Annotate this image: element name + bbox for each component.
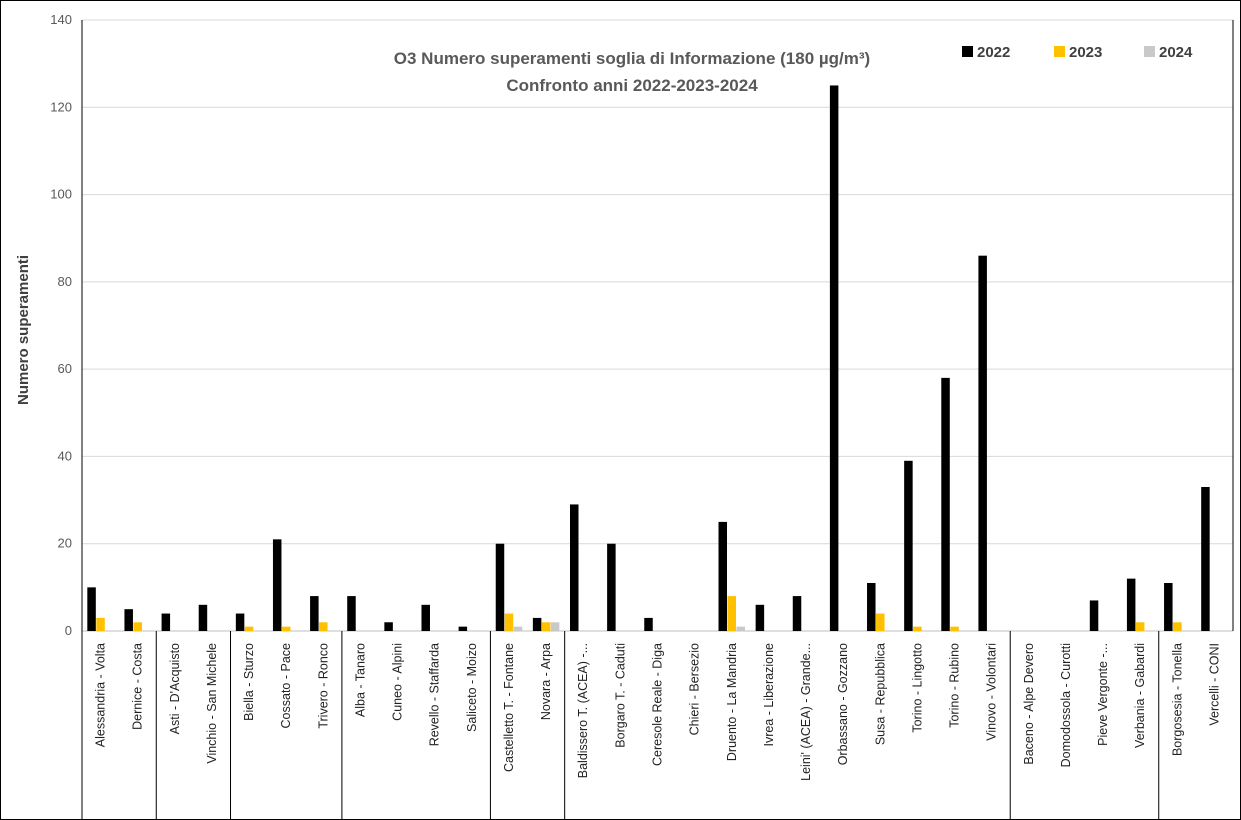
bar-2024-12	[513, 626, 523, 631]
legend-label-2024: 2024	[1159, 44, 1193, 61]
category-label: Domodossola - Curotti	[1059, 643, 1073, 767]
bar-2023-23	[913, 626, 922, 631]
y-tick-label: 80	[58, 274, 72, 289]
category-label: Susa - Repubblica	[873, 643, 887, 745]
bar-2022-30	[1164, 582, 1173, 631]
bar-2022-28	[1089, 600, 1099, 631]
bar-2022-14	[569, 504, 579, 631]
bar-2022-13	[532, 617, 542, 631]
category-label: Borgaro T. - Caduti	[613, 643, 627, 748]
legend: 2022 2023 2024	[962, 44, 1193, 61]
bar-2022-25	[978, 255, 987, 631]
category-label: Baldissero T. (ACEA) -...	[576, 643, 590, 778]
bar-2022-18	[718, 521, 728, 631]
category-label: Revello - Staffarda	[428, 643, 442, 746]
bar-2023-22	[876, 613, 885, 631]
bar-2022-3	[161, 613, 171, 631]
category-label: Dernice - Costa	[131, 643, 145, 730]
bar-2022-1	[87, 587, 96, 631]
bar-2022-6	[272, 539, 282, 631]
bar-2022-7	[310, 596, 319, 631]
category-label: Novara - Arpa	[539, 643, 553, 720]
category-label: Cuneo - Alpini	[391, 643, 405, 721]
y-tick-label: 100	[50, 187, 72, 202]
category-label: Asti - D'Acquisto	[168, 643, 182, 734]
legend-label-2022: 2022	[977, 44, 1010, 61]
bar-2022-9	[384, 622, 393, 631]
bar-2022-29	[1126, 578, 1136, 631]
category-label: Leini' (ACEA) - Grande...	[799, 643, 813, 781]
category-label: Pieve Vergonte -...	[1096, 643, 1110, 746]
bar-2022-31	[1201, 486, 1210, 631]
y-tick-label: 60	[58, 361, 72, 376]
bar-2022-4	[198, 604, 208, 631]
y-tick-label: 120	[50, 99, 72, 114]
bar-2022-16	[644, 617, 653, 631]
category-label: Torino - Rubino	[948, 643, 962, 728]
x-axis-categories: Alessandria - Volta Dernice - Costa Asti -…	[94, 631, 1221, 819]
bar-2022-15	[607, 543, 616, 631]
bar-2022-21	[829, 85, 839, 631]
chart-title: O3 Numero superamenti soglia di Informaz…	[394, 49, 870, 68]
bar-2022-12	[495, 543, 505, 631]
bar-2022-23	[904, 460, 913, 631]
y-tick-label: 40	[58, 448, 72, 463]
category-label: Borgosesia - Tonella	[1170, 643, 1184, 756]
legend-swatch-2024	[1144, 46, 1155, 57]
legend-swatch-2023	[1054, 46, 1065, 57]
bar-2023-13	[541, 622, 551, 631]
y-axis-ticks: 0 20 40 60 80 100 120 140	[50, 12, 72, 638]
bar-2022-8	[347, 596, 356, 631]
chart-subtitle: Confronto anni 2022-2023-2024	[506, 76, 758, 95]
bar-2022-24	[941, 377, 950, 631]
bar-2024-13	[550, 622, 560, 631]
bar-2022-5	[235, 613, 245, 631]
bar-2022-11	[458, 626, 468, 631]
bar-2023-6	[281, 626, 291, 631]
category-label: Biella - Sturzo	[242, 643, 256, 721]
category-label: Vinovo - Volontari	[985, 643, 999, 741]
y-axis-title: Numero superamenti	[15, 255, 32, 405]
bar-2023-29	[1135, 622, 1145, 631]
bar-2022-22	[867, 582, 876, 631]
category-label: Ivrea - Liberazione	[762, 643, 776, 747]
category-label: Vinchio - San Michele	[205, 643, 219, 764]
category-label: Chieri - Bersezio	[688, 643, 702, 735]
bar-2023-5	[244, 626, 254, 631]
y-tick-label: 0	[65, 623, 72, 638]
category-label: Cossato - Pace	[279, 643, 293, 729]
bar-2022-10	[421, 604, 430, 631]
y-tick-label: 140	[50, 12, 72, 27]
legend-label-2023: 2023	[1069, 44, 1102, 61]
category-label: Trivero - Ronco	[316, 643, 330, 729]
bar-2023-12	[504, 613, 514, 631]
y-tick-label: 20	[58, 536, 72, 551]
category-label: Castelletto T. - Fontane	[502, 643, 516, 772]
bar-2022-19	[755, 604, 765, 631]
category-label: Alba - Tanaro	[353, 643, 367, 717]
category-label: Saliceto - Moizo	[465, 643, 479, 732]
category-label: Orbassano - Gozzano	[836, 643, 850, 765]
category-label: Alessandria - Volta	[94, 643, 108, 747]
category-label: Vercelli - CONI	[1207, 643, 1221, 726]
bars	[87, 85, 1210, 631]
bar-2023-24	[950, 626, 959, 631]
bar-2023-18	[727, 596, 737, 631]
bar-2023-1	[96, 617, 105, 631]
category-label: Baceno - Alpe Devero	[1022, 643, 1036, 765]
bar-2023-2	[133, 622, 142, 631]
bar-2023-30	[1173, 622, 1182, 631]
bar-2024-18	[736, 626, 746, 631]
category-label: Druento - La Mandria	[725, 643, 739, 761]
legend-swatch-2022	[962, 46, 973, 57]
category-label: Verbania - Gabardi	[1133, 643, 1147, 748]
bar-2022-2	[124, 609, 133, 631]
category-label: Torino - Lingotto	[910, 643, 924, 733]
bar-2022-20	[792, 596, 802, 631]
bar-2023-7	[319, 622, 328, 631]
category-label: Ceresole Reale - Diga	[651, 643, 665, 766]
